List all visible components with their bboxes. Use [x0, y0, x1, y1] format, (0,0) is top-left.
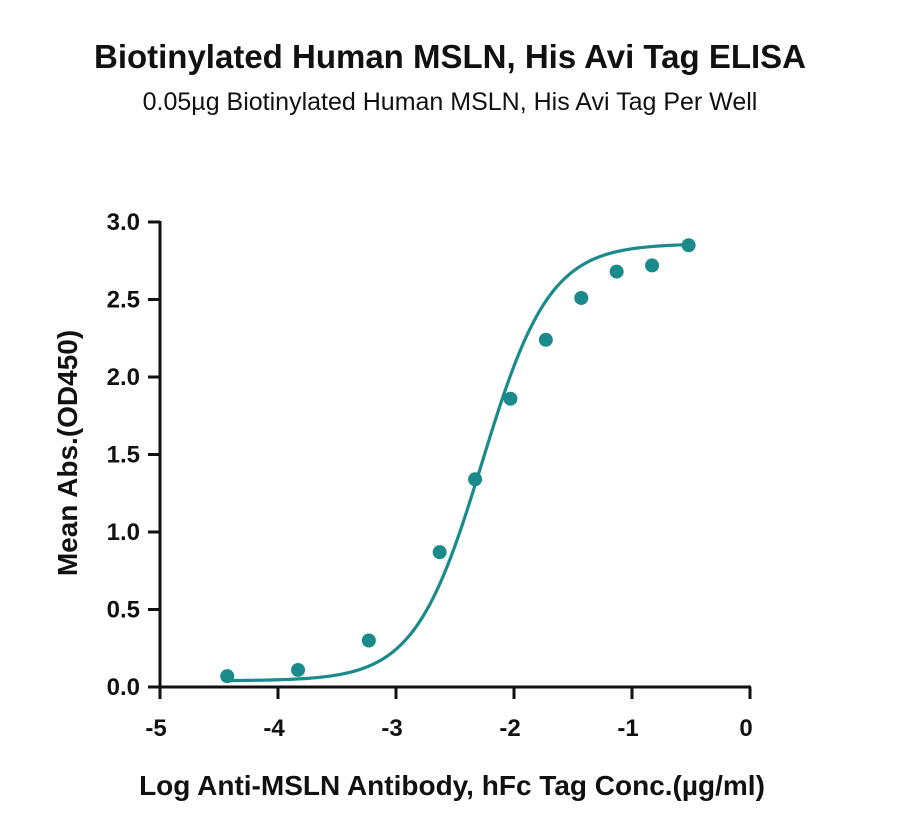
- data-point: [503, 391, 518, 406]
- x-tick-label: -1: [617, 715, 638, 742]
- chart-subtitle: 0.05µg Biotinylated Human MSLN, His Avi …: [142, 88, 758, 116]
- data-point: [538, 332, 553, 347]
- data-point: [361, 633, 376, 648]
- fit-curve: [227, 243, 689, 683]
- data-point: [645, 258, 660, 273]
- y-tick-label: 1.0: [107, 519, 140, 546]
- data-point: [220, 669, 235, 684]
- y-tick-label: 1.5: [107, 442, 140, 469]
- data-points-layer: [220, 238, 696, 684]
- data-point: [609, 264, 624, 279]
- x-tick-label: -3: [381, 715, 402, 742]
- y-tick-label: 2.0: [107, 364, 140, 391]
- data-point: [681, 238, 696, 253]
- data-point: [574, 290, 589, 305]
- chart-title: Biotinylated Human MSLN, His Avi Tag ELI…: [93, 38, 806, 75]
- y-axis-label: Mean Abs.(OD450): [52, 330, 83, 576]
- data-point: [468, 472, 483, 487]
- x-tick-label: -5: [145, 715, 166, 742]
- x-tick-label: -2: [499, 715, 520, 742]
- y-tick-label: 0.0: [107, 674, 140, 701]
- x-tick-label: 0: [739, 715, 752, 742]
- x-axis-label: Log Anti-MSLN Antibody, hFc Tag Conc.(µg…: [139, 770, 765, 801]
- y-tick-label: 3.0: [107, 209, 140, 236]
- x-tick-label: -4: [263, 715, 285, 742]
- data-point: [291, 662, 306, 677]
- data-point: [432, 545, 447, 560]
- y-tick-label: 2.5: [107, 287, 140, 314]
- fit-curve-layer: [227, 243, 689, 683]
- y-tick-label: 0.5: [107, 597, 140, 624]
- axes: 0.0 0.5 1.0 1.5 2.0 2.5 3.0 -5 -4 -3 -2 -1 0: [107, 209, 753, 742]
